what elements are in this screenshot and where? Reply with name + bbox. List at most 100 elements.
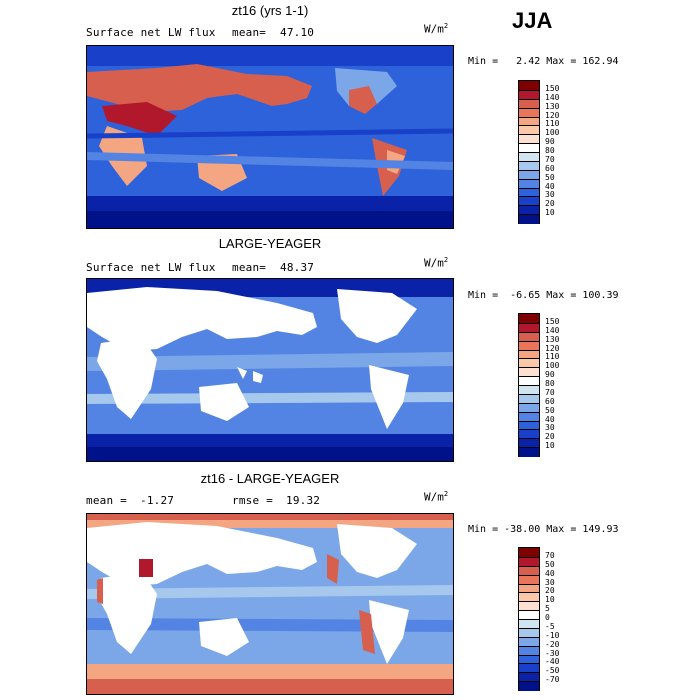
colorbar-swatch	[519, 125, 539, 135]
panel-2-mean-value: 48.37	[280, 261, 315, 274]
colorbar-swatch	[519, 143, 539, 153]
colorbar-tick-label: 40	[545, 414, 555, 424]
colorbar-tick-label: 70	[545, 154, 555, 164]
colorbar-swatch	[519, 610, 539, 620]
colorbar-swatch	[519, 438, 539, 448]
colorbar-swatch	[519, 196, 539, 206]
panel-3-units: W/m2	[424, 490, 449, 504]
colorbar-tick-label: 120	[545, 343, 560, 353]
colorbar-tick-label: 30	[545, 190, 555, 200]
colorbar-swatch	[519, 672, 539, 682]
colorbar-swatch	[519, 314, 539, 324]
panel-1-mean-value: 47.10	[280, 26, 315, 39]
colorbar-tick-label: 5	[545, 604, 550, 614]
season-label: JJA	[512, 8, 553, 33]
colorbar-swatch	[519, 340, 539, 350]
panel-2-map	[86, 278, 454, 462]
colorbar-tick-label: 90	[545, 370, 555, 380]
panel-1-colorbar-ticks: 150 140 130 120 110 100 90 80 70 60 50 40 30 20 10	[545, 80, 585, 224]
colorbar-swatch	[519, 447, 539, 457]
colorbar-tick-label: -30	[545, 648, 560, 658]
colorbar-tick-label: -10	[545, 630, 560, 640]
colorbar-tick-label: 80	[545, 379, 555, 388]
colorbar-swatch	[519, 187, 539, 197]
panel-1-title: zt16 (yrs 1-1)	[231, 3, 309, 18]
colorbar-swatch	[519, 548, 539, 558]
colorbar-tick-label: 50	[545, 559, 555, 569]
colorbar-swatch	[519, 169, 539, 180]
colorbar-swatch	[519, 385, 539, 395]
colorbar-tick-label: -70	[545, 675, 560, 685]
colorbar-swatch	[519, 429, 539, 439]
colorbar-swatch	[519, 367, 539, 377]
colorbar-swatch	[519, 89, 539, 100]
colorbar-tick-label: 40	[545, 568, 555, 578]
colorbar-swatch	[519, 402, 539, 413]
panel-1-mean-label: mean=	[232, 26, 267, 39]
colorbar-tick-label: 30	[545, 577, 555, 587]
colorbar-swatch	[519, 134, 539, 144]
colorbar-tick-label: 60	[545, 163, 555, 173]
colorbar-swatch	[519, 214, 539, 224]
colorbar-swatch	[519, 205, 539, 215]
colorbar-swatch	[519, 393, 539, 404]
colorbar-tick-label: 20	[545, 586, 555, 596]
colorbar-tick-label: 50	[545, 405, 555, 415]
colorbar-tick-label: -5	[545, 621, 555, 631]
colorbar-swatch	[519, 583, 539, 593]
panel-3-minmax: Min = -38.00 Max = 149.93	[468, 524, 619, 535]
colorbar-swatch	[519, 331, 539, 342]
colorbar-swatch	[519, 81, 539, 91]
panel-3-map-svg	[87, 514, 453, 694]
colorbar-swatch	[519, 592, 539, 602]
colorbar-tick-label: -40	[545, 657, 560, 667]
colorbar-swatch	[519, 663, 539, 673]
panel-3-rmse-label: rmse =	[232, 494, 273, 507]
colorbar-swatch	[519, 411, 539, 421]
panel-3-title: zt16 - LARGE-YEAGER	[200, 471, 340, 486]
panel-2-map-svg	[87, 279, 453, 461]
colorbar-tick-label: 110	[545, 119, 560, 129]
colorbar-swatch	[519, 636, 539, 647]
colorbar-tick-label: 70	[545, 550, 555, 560]
colorbar-tick-label: 10	[545, 441, 555, 451]
panel-1-minmax: Min = 2.42 Max = 162.94	[468, 56, 619, 67]
colorbar-tick-label: 140	[545, 92, 560, 102]
colorbar-tick-label: 70	[545, 387, 555, 397]
panel-2-mean-label: mean=	[232, 261, 267, 274]
panel-2-units: W/m2	[424, 256, 449, 270]
panel-1-variable: Surface net LW flux	[86, 26, 216, 39]
colorbar-tick-label: 20	[545, 199, 555, 209]
colorbar-tick-label: 90	[545, 137, 555, 147]
panel-3-mean-value: -1.27	[140, 494, 175, 507]
colorbar-swatch	[519, 358, 539, 368]
colorbar-tick-label: 20	[545, 432, 555, 442]
colorbar-swatch	[519, 681, 539, 691]
colorbar-swatch	[519, 627, 539, 638]
colorbar-swatch	[519, 98, 539, 109]
colorbar-swatch	[519, 178, 539, 188]
colorbar-swatch	[519, 645, 539, 655]
colorbar-swatch	[519, 574, 539, 584]
colorbar-tick-label: 30	[545, 423, 555, 433]
panel-2-colorbar	[518, 313, 540, 457]
colorbar-swatch	[519, 322, 539, 333]
colorbar-swatch	[519, 420, 539, 430]
panel-2-minmax: Min = -6.65 Max = 100.39	[468, 290, 619, 301]
panel-2-variable: Surface net LW flux	[86, 261, 216, 274]
colorbar-tick-label: 40	[545, 181, 555, 191]
colorbar-swatch	[519, 376, 539, 386]
colorbar-swatch	[519, 619, 539, 629]
panel-3-mean-label: mean =	[86, 494, 127, 507]
colorbar-tick-label: 100	[545, 128, 560, 138]
colorbar-swatch	[519, 349, 539, 359]
panel-3-colorbar	[518, 547, 540, 691]
colorbar-tick-label: 100	[545, 361, 560, 371]
colorbar-tick-label: 80	[545, 146, 555, 155]
colorbar-tick-label: 130	[545, 101, 560, 111]
colorbar-tick-label: 150	[545, 316, 560, 326]
colorbar-tick-label: -20	[545, 639, 560, 649]
colorbar-tick-label: 130	[545, 334, 560, 344]
panel-1-map-svg	[87, 46, 453, 228]
panel-3-colorbar-ticks: 70 50 40 30 20 10 5 0 -5 -10 -20 -30 -40 -50 -70	[545, 547, 585, 691]
